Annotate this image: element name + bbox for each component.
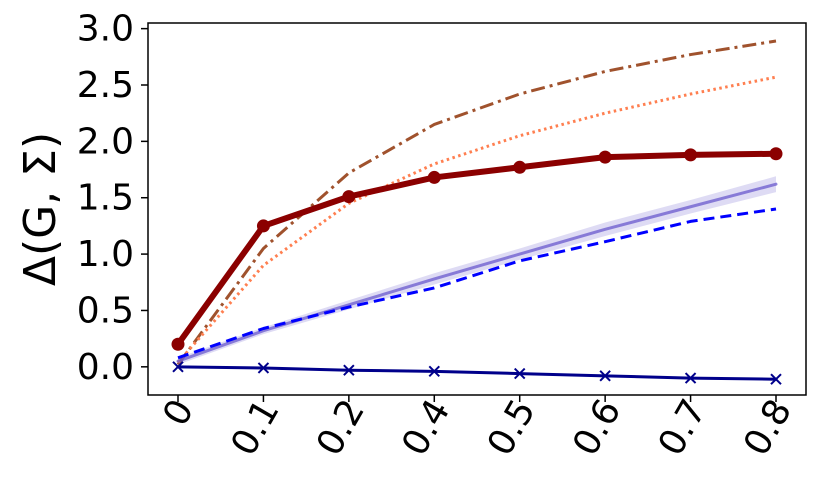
data-point [427, 170, 441, 184]
data-point [342, 190, 356, 204]
series-6 [172, 361, 782, 385]
series-3-line [175, 150, 779, 348]
y-tick-label: 0.5 [77, 290, 134, 331]
y-tick-label: 1.5 [77, 178, 134, 219]
series-3 [171, 147, 783, 351]
x-tick-label: 0.2 [309, 393, 373, 463]
y-tick-label: 2.0 [77, 121, 134, 162]
series-4 [176, 176, 778, 365]
y-tick-label: 0.0 [77, 347, 134, 388]
series-2-line [176, 75, 777, 364]
y-tick-label: 2.5 [77, 65, 134, 106]
y-tick-label: 1.0 [77, 234, 134, 275]
x-tick-label: 0.5 [480, 393, 544, 463]
series-4-band [178, 176, 776, 365]
data-point [256, 219, 270, 233]
series-2 [176, 75, 777, 364]
x-axis: 0 0.1 0.2 0.4 0.5 0.6 0.7 0.8 [155, 393, 800, 463]
data-point [599, 370, 611, 382]
series-1-line [176, 39, 777, 366]
series-6-line [176, 365, 778, 381]
plot-area [171, 39, 783, 385]
data-point [514, 367, 526, 380]
x-tick-label: 0.8 [736, 393, 800, 463]
series-5-line [177, 207, 777, 360]
y-axis-label: Δ(G, Σ) [15, 132, 66, 286]
data-point [598, 150, 612, 164]
plot-frame [147, 22, 807, 396]
data-point [770, 373, 782, 385]
data-point [428, 365, 440, 378]
data-point [171, 337, 185, 351]
data-point [769, 147, 783, 161]
data-point [513, 160, 527, 174]
y-tick-label: 3.0 [77, 9, 134, 50]
x-tick-label: 0.4 [394, 393, 458, 463]
x-tick-label: 0.1 [223, 393, 287, 463]
y-axis: 0.0 0.5 1.0 1.5 2.0 2.5 3.0 [77, 9, 148, 388]
series-5 [177, 207, 777, 360]
data-point [257, 362, 270, 374]
data-point [684, 148, 698, 162]
x-tick-label: 0.6 [565, 393, 629, 463]
series-1 [176, 39, 777, 366]
data-point [684, 372, 697, 384]
data-point [172, 361, 184, 373]
x-tick-label: 0.7 [651, 393, 715, 463]
data-point [343, 364, 355, 376]
